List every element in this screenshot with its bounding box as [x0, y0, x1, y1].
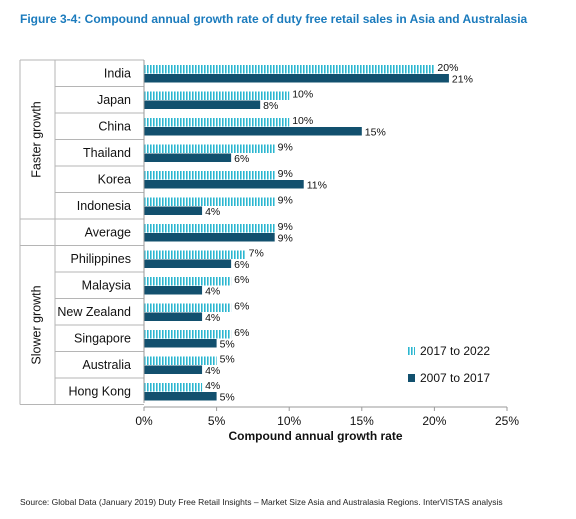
bar-2007-2017 — [144, 206, 203, 215]
bar-2007-2017 — [144, 365, 203, 374]
bar-2017-2022 — [144, 118, 290, 127]
bar-2017-2022 — [144, 383, 203, 392]
data-label-2017-2022: 10% — [292, 115, 313, 127]
x-tick-label: 25% — [495, 414, 519, 428]
bar-2007-2017 — [144, 286, 203, 295]
category-label: Hong Kong — [68, 385, 131, 399]
bar-2007-2017 — [144, 100, 261, 109]
category-label: Korea — [98, 173, 131, 187]
bar-2007-2017 — [144, 74, 449, 83]
bar-2017-2022 — [144, 250, 246, 259]
bar-2017-2022 — [144, 277, 232, 286]
data-label-2017-2022: 6% — [234, 327, 249, 339]
data-label-2007-2017: 4% — [205, 365, 220, 377]
x-tick-label: 15% — [350, 414, 374, 428]
category-table: Faster growth Slower growth India Japan Chin… — [19, 59, 144, 405]
data-label-2007-2017: 8% — [263, 100, 278, 112]
bar-2007-2017 — [144, 127, 362, 136]
bar-2007-2017 — [144, 180, 304, 189]
category-label: Average — [85, 226, 131, 240]
category-label: Thailand — [83, 146, 131, 160]
bar-2017-2022 — [144, 356, 217, 365]
bar-2017-2022 — [144, 197, 275, 206]
category-label: Malaysia — [82, 279, 131, 293]
category-label: Philippines — [71, 252, 131, 266]
data-label-2007-2017: 4% — [205, 312, 220, 324]
data-label-2007-2017: 6% — [234, 153, 249, 165]
group-label-1: Slower growth — [29, 285, 43, 364]
bar-2017-2022 — [144, 171, 275, 180]
data-label-2017-2022: 7% — [249, 248, 264, 260]
data-label-2017-2022: 6% — [234, 274, 249, 286]
x-tick-label: 5% — [208, 414, 226, 428]
data-label-2017-2022: 20% — [437, 62, 458, 74]
data-label-2007-2017: 4% — [205, 286, 220, 298]
figure-title: Figure 3-4: Compound annual growth rate … — [20, 12, 528, 26]
x-tick-label: 0% — [135, 414, 153, 428]
bar-2007-2017 — [144, 339, 217, 348]
data-label-2007-2017: 11% — [307, 180, 327, 192]
data-label-2017-2022: 9% — [278, 195, 293, 207]
category-label: New Zealand — [57, 305, 131, 319]
data-label-2007-2017: 6% — [234, 259, 249, 271]
bar-2007-2017 — [144, 153, 232, 162]
bar-2017-2022 — [144, 91, 290, 100]
category-label: Singapore — [74, 332, 131, 346]
data-label-2017-2022: 9% — [278, 221, 293, 233]
data-label-2007-2017: 4% — [205, 206, 220, 218]
data-label-2007-2017: 5% — [220, 339, 235, 351]
category-label: Australia — [82, 358, 131, 372]
bar-2017-2022 — [144, 330, 232, 339]
data-label-2007-2017: 21% — [452, 74, 473, 86]
bar-2017-2022 — [144, 224, 275, 233]
data-label-2007-2017: 9% — [278, 233, 293, 245]
bar-2007-2017 — [144, 312, 203, 321]
category-label: India — [104, 67, 131, 81]
category-label: China — [98, 120, 131, 134]
x-tick-label: 20% — [422, 414, 446, 428]
data-label-2017-2022: 9% — [278, 142, 293, 154]
data-label-2017-2022: 4% — [205, 380, 220, 392]
legend-swatch-0 — [408, 347, 415, 355]
data-label-2017-2022: 5% — [220, 354, 235, 366]
category-label: Indonesia — [77, 199, 131, 213]
bar-2017-2022 — [144, 303, 232, 312]
legend-label-0: 2017 to 2022 — [420, 344, 490, 358]
legend-swatch-1 — [408, 374, 415, 382]
bar-2007-2017 — [144, 392, 217, 401]
category-label: Japan — [97, 93, 131, 107]
data-label-2017-2022: 9% — [278, 168, 293, 180]
group-label-0: Faster growth — [29, 101, 43, 177]
bar-2017-2022 — [144, 144, 275, 153]
bars: 20%21%10%8%10%15%9%6%9%11%9%4%9%9%7%6%6%… — [144, 62, 473, 404]
data-label-2017-2022: 10% — [292, 89, 313, 101]
x-axis: 0% 5% 10% 15% 20% 25% Compound annual growth r… — [135, 60, 519, 443]
bar-2007-2017 — [144, 233, 275, 242]
x-tick-label: 10% — [277, 414, 301, 428]
source-note: Source: Global Data (January 2019) Duty … — [20, 497, 503, 507]
bar-2007-2017 — [144, 259, 232, 268]
x-axis-title: Compound annual growth rate — [229, 429, 403, 443]
bar-2017-2022 — [144, 65, 435, 74]
data-label-2007-2017: 5% — [220, 392, 235, 404]
data-label-2017-2022: 6% — [234, 301, 249, 313]
legend-label-1: 2007 to 2017 — [420, 371, 490, 385]
data-label-2007-2017: 15% — [365, 127, 386, 139]
legend: 2017 to 2022 2007 to 2017 — [408, 344, 490, 385]
